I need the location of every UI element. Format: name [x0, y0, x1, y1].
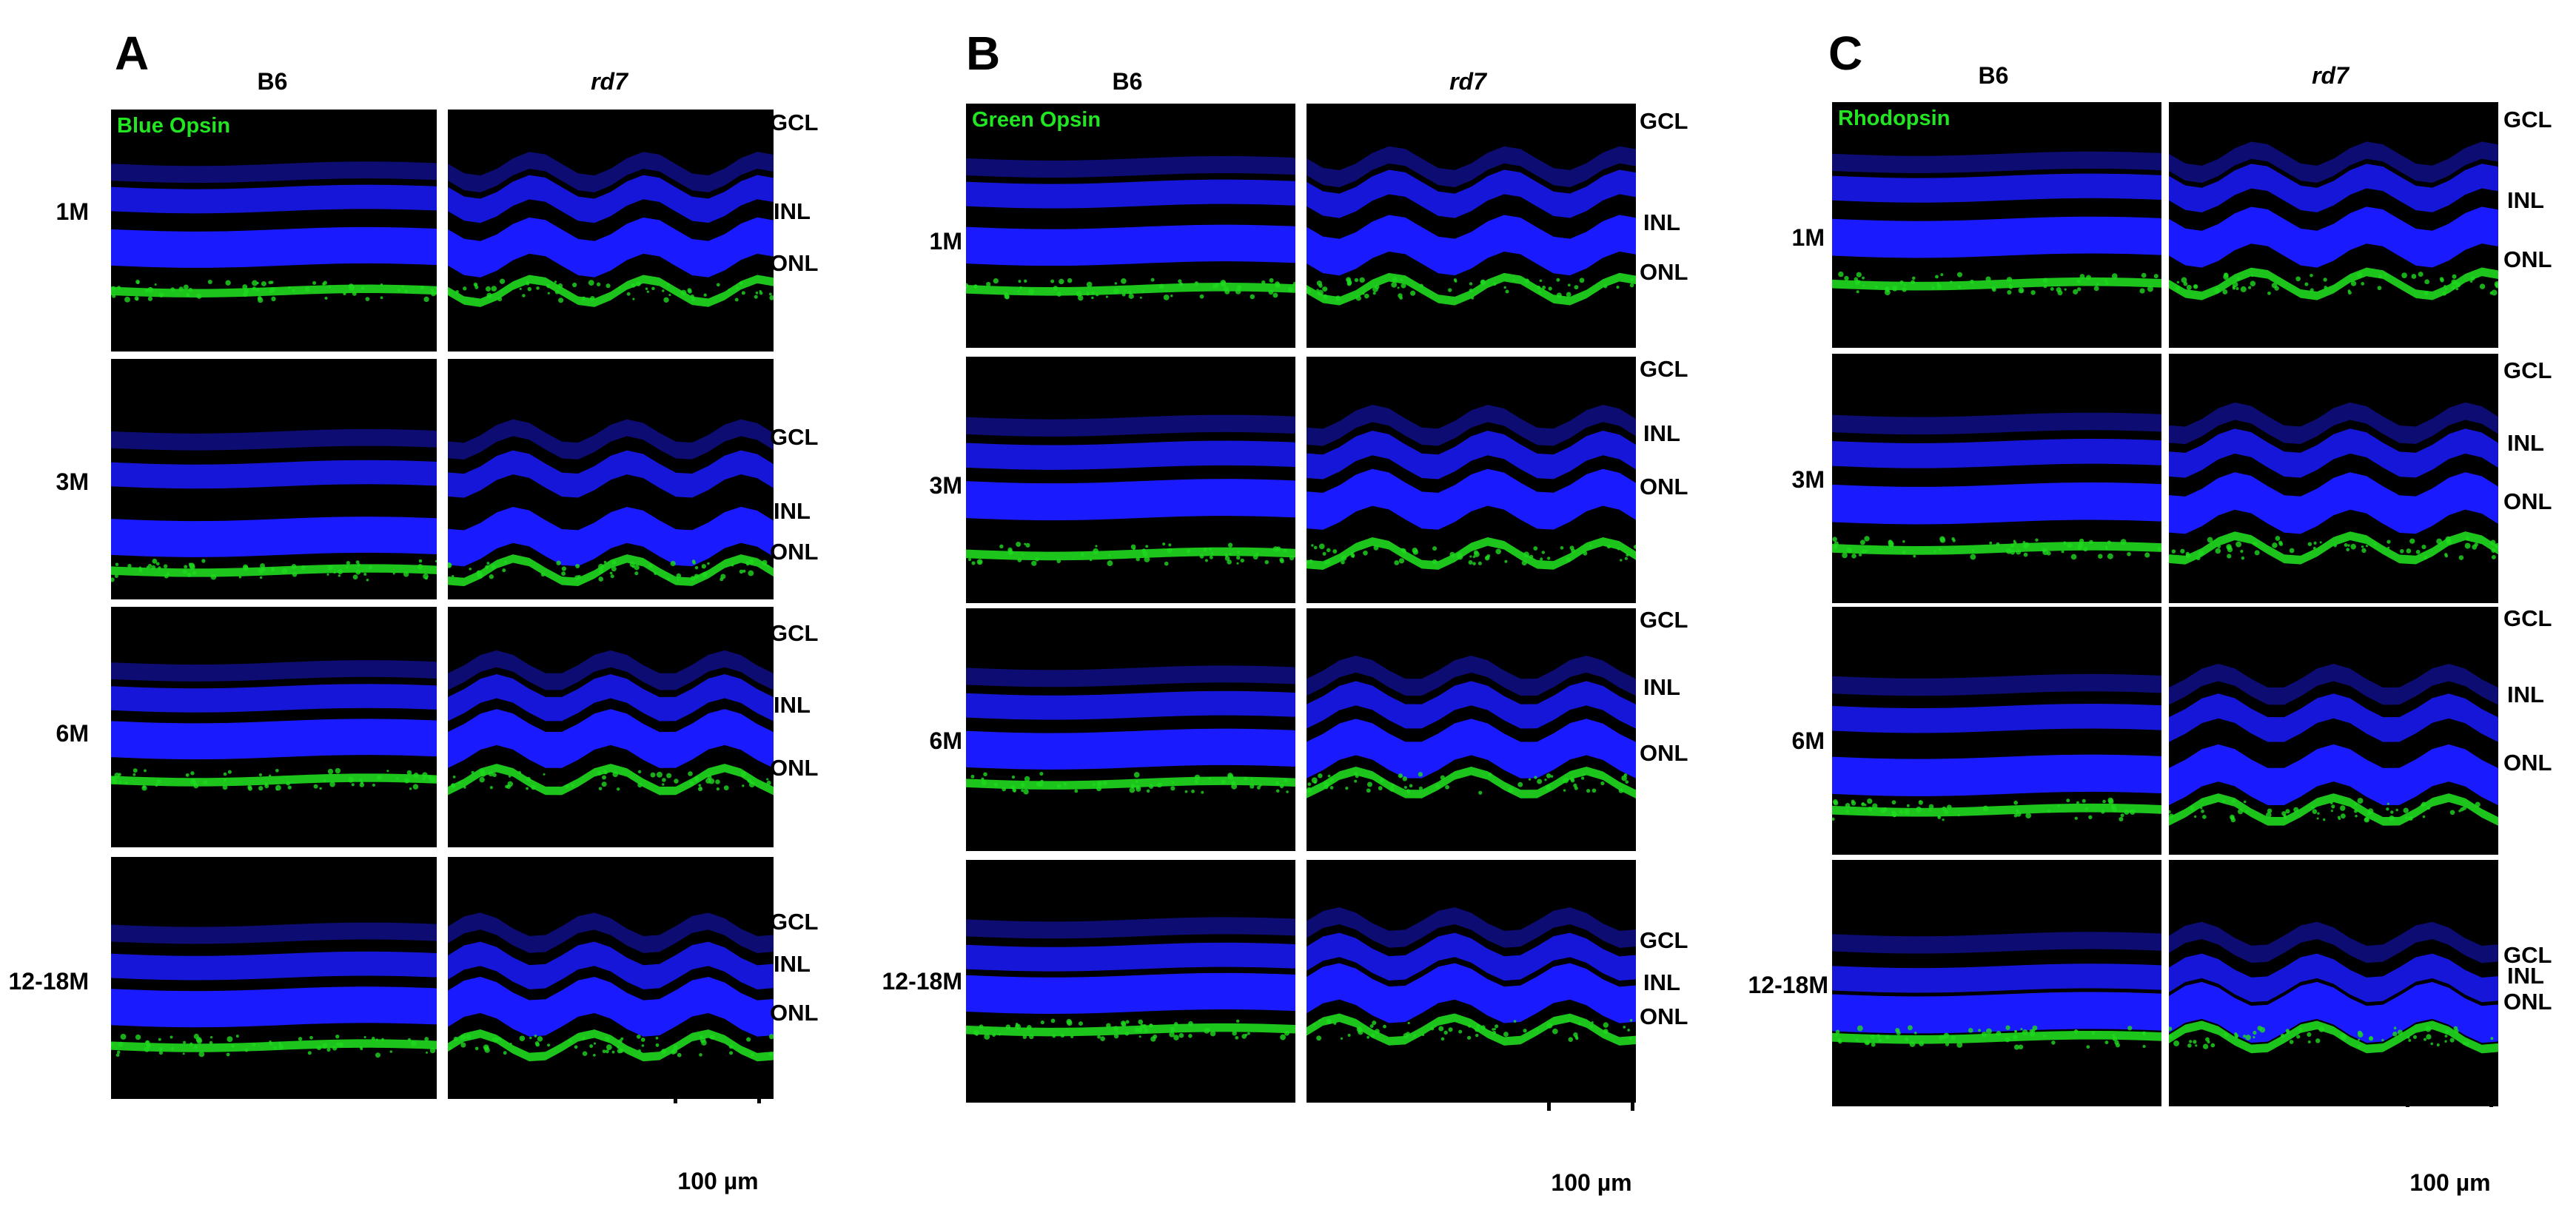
col-header-b6-b: B6 [1112, 68, 1143, 95]
layer-label-c-1-gcl: GCL [2503, 107, 2552, 132]
row-label-a-3: 6M [56, 720, 89, 747]
micrograph-a-1-b6: Blue Opsin [111, 110, 437, 352]
layer-label-c-4-gcl: GCL [2503, 942, 2552, 968]
stain-label-a: Blue Opsin [117, 114, 231, 138]
row-label-b-1: 1M [929, 228, 962, 255]
layer-label-c-2-inl: INL [2507, 430, 2544, 456]
layer-label-b-4-gcl: GCL [1640, 927, 1688, 953]
row-label-a-1: 1M [56, 198, 89, 225]
micrograph-b-3-b6 [966, 608, 1295, 851]
row-label-b-2: 3M [929, 472, 962, 499]
scale-label-c: 100 µm [2409, 1169, 2491, 1196]
micrograph-c-4-rd7 [2169, 860, 2498, 1106]
layer-label-a-3-inl: INL [774, 692, 811, 718]
micrograph-b-4-rd7 [1307, 860, 1636, 1103]
scale-bar-c [2406, 1073, 2493, 1107]
layer-label-b-3-onl: ONL [1640, 740, 1688, 766]
row-label-b-3: 6M [929, 727, 962, 754]
row-label-b-4: 12-18M [882, 968, 963, 995]
layer-label-b-1-onl: ONL [1640, 259, 1688, 285]
micrograph-b-4-b6 [966, 860, 1295, 1103]
panel-letter-a: A [115, 27, 150, 80]
micrograph-b-3-rd7 [1307, 608, 1636, 851]
layer-label-a-1-gcl: GCL [770, 110, 819, 135]
layer-label-b-2-onl: ONL [1640, 474, 1688, 500]
layer-label-b-1-gcl: GCL [1640, 108, 1688, 134]
stain-label-b: Green Opsin [972, 108, 1101, 132]
row-label-c-2: 3M [1791, 466, 1825, 493]
micrograph-b-2-b6 [966, 357, 1295, 603]
micrograph-b-2-rd7 [1307, 357, 1636, 603]
layer-label-a-4-inl: INL [774, 951, 811, 977]
layer-label-a-2-inl: INL [774, 498, 811, 524]
micrograph-b-1-rd7 [1307, 104, 1636, 348]
row-label-a-4: 12-18M [8, 968, 90, 995]
row-label-a-2: 3M [56, 468, 89, 495]
layer-label-c-3-onl: ONL [2503, 750, 2552, 776]
row-label-c-4: 12-18M [1748, 972, 1829, 998]
micrograph-c-4-b6 [1832, 860, 2161, 1106]
col-header-rd7-a: rd7 [591, 68, 628, 95]
scale-bar-a [674, 1069, 761, 1103]
micrograph-c-2-rd7 [2169, 354, 2498, 603]
col-header-b6-a: B6 [257, 68, 288, 95]
row-label-c-3: 6M [1791, 727, 1825, 754]
layer-label-c-4-inl: INL [2507, 963, 2544, 989]
layer-label-b-4-inl: INL [1643, 969, 1680, 995]
scale-bar-b [1547, 1077, 1634, 1111]
layer-label-b-1-inl: INL [1643, 209, 1680, 235]
layer-label-a-3-onl: ONL [770, 755, 819, 781]
layer-label-a-4-gcl: GCL [770, 909, 819, 935]
col-header-rd7-c: rd7 [2312, 62, 2349, 89]
layer-label-c-3-gcl: GCL [2503, 605, 2552, 631]
panel-letter-c: C [1828, 27, 1863, 80]
col-header-rd7-b: rd7 [1449, 68, 1486, 95]
panel-letter-b: B [966, 27, 1001, 80]
stain-label-c: Rhodopsin [1838, 107, 1951, 130]
micrograph-c-1-b6: Rhodopsin [1832, 102, 2161, 348]
layer-label-a-1-onl: ONL [770, 250, 819, 276]
micrograph-a-2-b6 [111, 359, 437, 599]
micrograph-a-3-b6 [111, 607, 437, 847]
layer-label-c-1-onl: ONL [2503, 246, 2552, 272]
layer-label-b-3-inl: INL [1643, 674, 1680, 700]
layer-label-a-2-gcl: GCL [770, 424, 819, 450]
layer-label-a-2-onl: ONL [770, 539, 819, 565]
layer-label-b-3-gcl: GCL [1640, 607, 1688, 633]
layer-label-c-1-inl: INL [2507, 187, 2544, 213]
micrograph-a-4-b6 [111, 857, 437, 1099]
layer-label-b-4-onl: ONL [1640, 1003, 1688, 1029]
micrograph-c-1-rd7 [2169, 102, 2498, 348]
layer-label-a-1-inl: INL [774, 198, 811, 224]
layer-label-a-3-gcl: GCL [770, 620, 819, 646]
scale-label-a: 100 µm [677, 1168, 759, 1194]
micrograph-a-3-rd7 [448, 607, 774, 847]
micrograph-b-1-b6: Green Opsin [966, 104, 1295, 348]
micrograph-a-2-rd7 [448, 359, 774, 599]
layer-label-c-2-gcl: GCL [2503, 357, 2552, 383]
micrograph-c-3-b6 [1832, 607, 2161, 855]
col-header-b6-c: B6 [1978, 62, 2009, 89]
micrograph-a-1-rd7 [448, 110, 774, 352]
layer-label-b-2-inl: INL [1643, 420, 1680, 446]
layer-label-b-2-gcl: GCL [1640, 356, 1688, 382]
scale-label-b: 100 µm [1551, 1169, 1632, 1196]
micrograph-c-2-b6 [1832, 354, 2161, 603]
layer-label-a-4-onl: ONL [770, 1000, 819, 1026]
micrograph-c-3-rd7 [2169, 607, 2498, 855]
layer-label-c-2-onl: ONL [2503, 488, 2552, 514]
layer-label-c-3-inl: INL [2507, 682, 2544, 707]
micrograph-a-4-rd7 [448, 857, 774, 1099]
layer-label-c-4-onl: ONL [2503, 989, 2552, 1015]
row-label-c-1: 1M [1791, 224, 1825, 251]
